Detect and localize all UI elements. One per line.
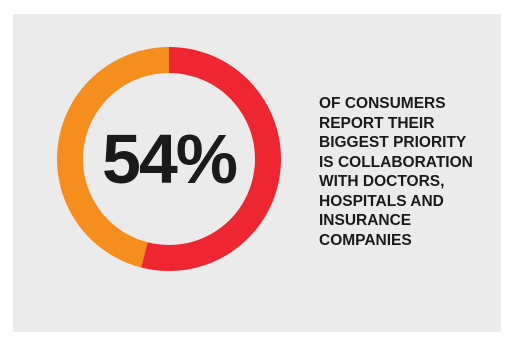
- caption-line: COMPANIES: [319, 231, 412, 249]
- caption-text: OF CONSUMERS REPORT THEIR BIGGEST PRIORI…: [319, 94, 508, 250]
- caption-line: BIGGEST PRIORITY: [319, 134, 467, 151]
- caption-line: IS COLLABORATION: [319, 153, 473, 171]
- donut-svg: [57, 47, 281, 271]
- caption-line: HOSPITALS AND: [319, 192, 444, 210]
- donut-slice-1: [57, 47, 170, 268]
- caption-line: OF CONSUMERS: [319, 95, 446, 112]
- percentage-label: 54%: [101, 120, 238, 198]
- donut-slice-0: [141, 47, 281, 271]
- donut-chart: 54%: [57, 47, 281, 271]
- caption-line: INSURANCE: [319, 212, 412, 229]
- caption-line: WITH DOCTORS,: [319, 173, 445, 190]
- infographic-card: 54% OF CONSUMERS REPORT THEIR BIGGEST PR…: [13, 14, 501, 332]
- caption-line: REPORT THEIR: [319, 114, 435, 132]
